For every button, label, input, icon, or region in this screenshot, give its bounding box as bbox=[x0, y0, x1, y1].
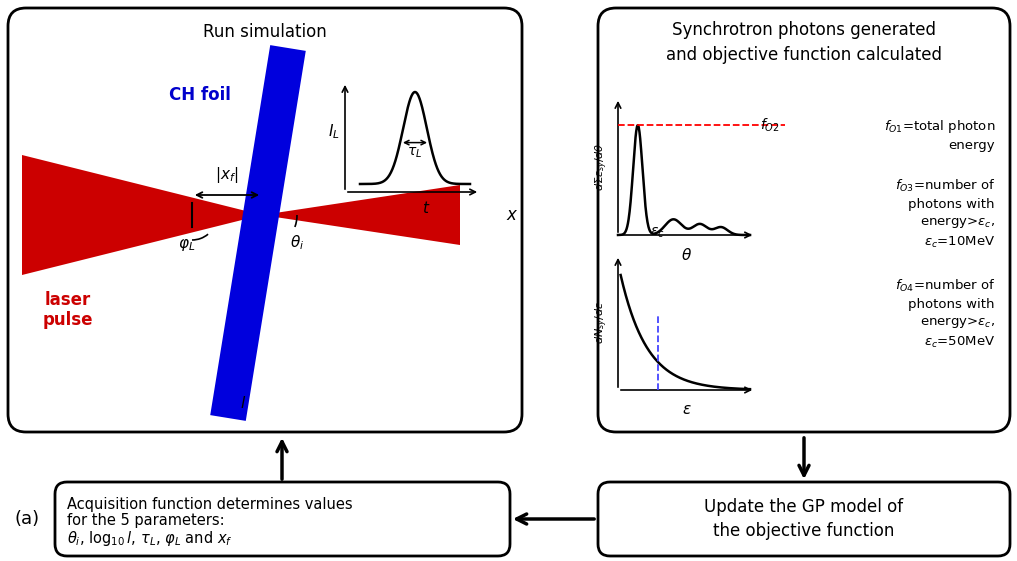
Text: $f_{O2}$: $f_{O2}$ bbox=[760, 117, 780, 134]
Polygon shape bbox=[262, 185, 460, 215]
Text: $\varepsilon_c$: $\varepsilon_c$ bbox=[650, 226, 665, 240]
Text: CH foil: CH foil bbox=[169, 86, 231, 104]
FancyBboxPatch shape bbox=[598, 482, 1010, 556]
FancyBboxPatch shape bbox=[598, 8, 1010, 432]
Text: $\varepsilon$: $\varepsilon$ bbox=[681, 402, 692, 417]
Polygon shape bbox=[262, 215, 460, 245]
Text: (a): (a) bbox=[14, 510, 39, 528]
Polygon shape bbox=[211, 45, 306, 421]
Text: $d\Sigma\varepsilon_{sy}/d\theta$: $d\Sigma\varepsilon_{sy}/d\theta$ bbox=[594, 142, 610, 191]
Text: $I_L$: $I_L$ bbox=[328, 122, 340, 141]
Text: Acquisition function determines values: Acquisition function determines values bbox=[67, 497, 353, 512]
Text: $|x_f|$: $|x_f|$ bbox=[216, 165, 239, 185]
Text: Update the GP model of
the objective function: Update the GP model of the objective fun… bbox=[705, 498, 903, 540]
Text: $\tau_L$: $\tau_L$ bbox=[408, 146, 423, 160]
Text: $\theta_i$, $\log_{10} l$, $\tau_L$, $\varphi_L$ and $x_f$: $\theta_i$, $\log_{10} l$, $\tau_L$, $\v… bbox=[67, 529, 233, 548]
Text: $l$: $l$ bbox=[240, 395, 246, 411]
Text: Run simulation: Run simulation bbox=[203, 23, 326, 41]
Text: $\theta$: $\theta$ bbox=[681, 247, 692, 263]
Text: $\varphi_L$: $\varphi_L$ bbox=[178, 237, 195, 253]
Text: $dN_{sy}/d\varepsilon$: $dN_{sy}/d\varepsilon$ bbox=[594, 301, 610, 344]
Text: $x$: $x$ bbox=[506, 206, 519, 224]
Text: for the 5 parameters:: for the 5 parameters: bbox=[67, 513, 225, 528]
Text: $f_{O3}$=number of
photons with
energy>$\varepsilon_c$,
$\varepsilon_c$=10MeV: $f_{O3}$=number of photons with energy>$… bbox=[895, 178, 995, 250]
Text: Synchrotron photons generated
and objective function calculated: Synchrotron photons generated and object… bbox=[666, 21, 942, 63]
FancyBboxPatch shape bbox=[55, 482, 510, 556]
Polygon shape bbox=[22, 215, 262, 275]
Text: $f_{O4}$=number of
photons with
energy>$\varepsilon_c$,
$\varepsilon_c$=50MeV: $f_{O4}$=number of photons with energy>$… bbox=[895, 278, 995, 350]
Text: $t$: $t$ bbox=[422, 200, 430, 216]
Text: laser
pulse: laser pulse bbox=[43, 291, 94, 329]
FancyBboxPatch shape bbox=[8, 8, 522, 432]
Text: $f_{O1}$=total photon
energy: $f_{O1}$=total photon energy bbox=[884, 118, 995, 152]
Text: $\theta_i$: $\theta_i$ bbox=[290, 233, 304, 252]
Polygon shape bbox=[22, 155, 262, 215]
